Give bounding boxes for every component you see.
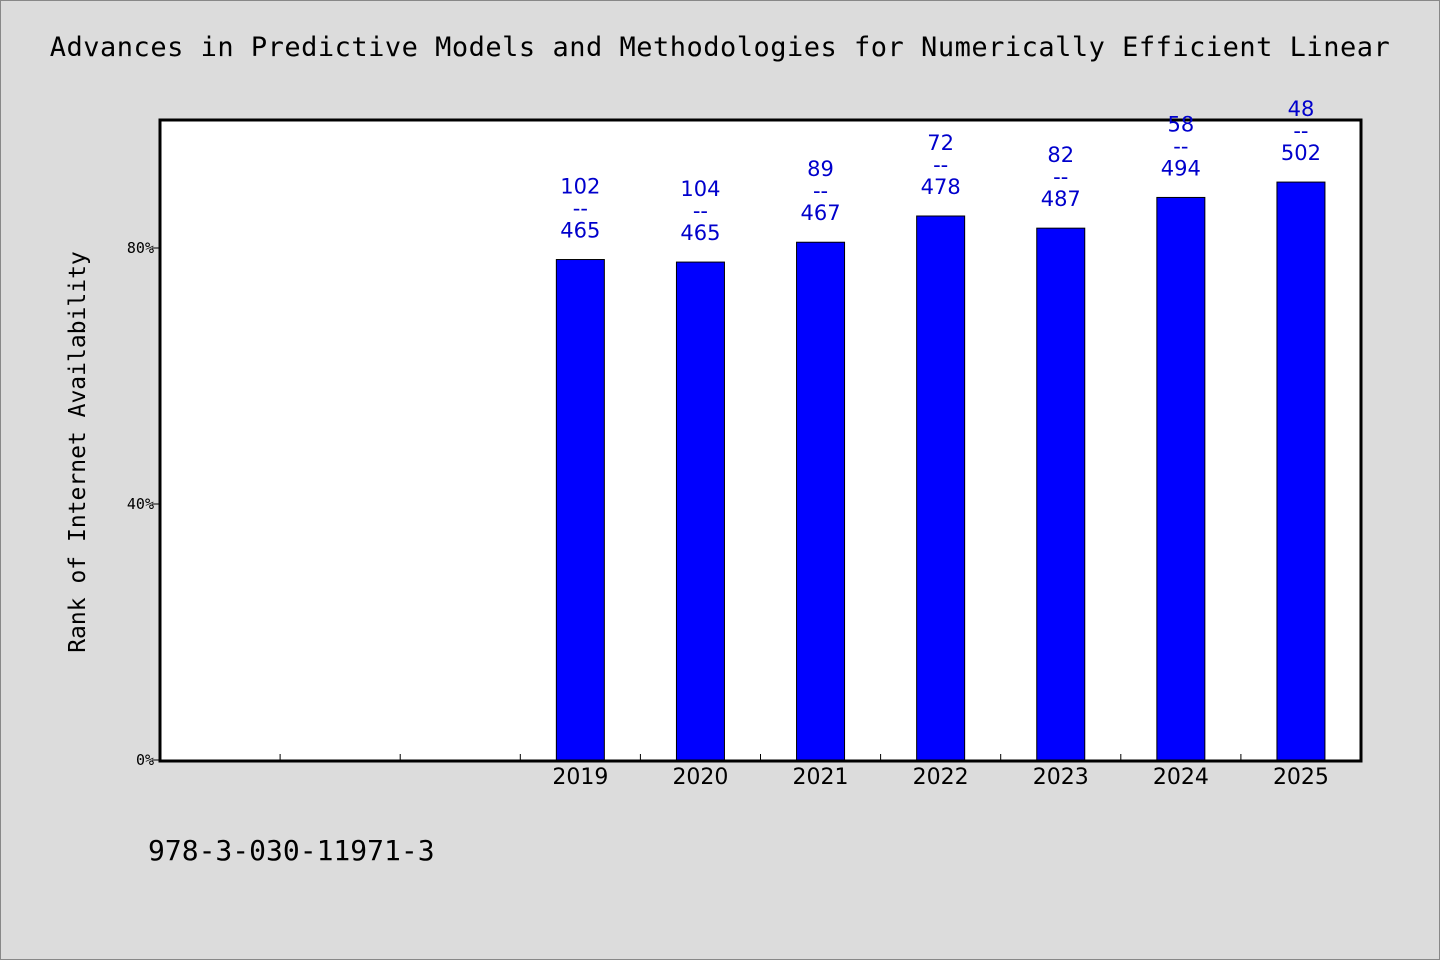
footer-isbn: 978-3-030-11971-3 (148, 834, 435, 867)
bar-data-label: 487 (1041, 187, 1081, 211)
bar (1156, 196, 1206, 761)
bar-data-label: -- (813, 179, 828, 203)
bar-data-label: 467 (801, 201, 841, 225)
chart-title: Advances in Predictive Models and Method… (49, 32, 1391, 63)
bar (1036, 227, 1086, 761)
bar-data-label: -- (573, 197, 588, 221)
bar-data-label: -- (693, 199, 708, 223)
bar-data-label: -- (1293, 119, 1308, 143)
x-tick-label: 2023 (1033, 765, 1089, 790)
x-tick-label: 2020 (672, 765, 728, 790)
bar-data-label: 48 (1288, 97, 1315, 121)
bar-data-label: -- (933, 153, 948, 177)
bar-data-label: -- (1053, 165, 1068, 189)
y-tick-label: 80% (127, 239, 154, 257)
x-tick-label: 2024 (1153, 765, 1209, 790)
bar-data-label: 58 (1167, 112, 1194, 136)
bar (675, 261, 725, 761)
bar-data-label: 478 (921, 175, 961, 199)
bar (916, 215, 966, 761)
bar-data-label: 72 (927, 131, 954, 155)
bar-data-label: 102 (560, 175, 600, 199)
bar-data-label: 465 (680, 221, 720, 245)
y-tick-label: 40% (127, 495, 154, 513)
bar (1276, 181, 1326, 761)
bar-data-label: 82 (1047, 143, 1074, 167)
x-tick-label: 2025 (1273, 765, 1329, 790)
bar-data-label: 494 (1161, 156, 1201, 180)
y-tick-label: 0% (136, 751, 154, 769)
x-tick-label: 2022 (913, 765, 969, 790)
bar-data-label: 104 (680, 177, 720, 201)
bar-data-label: 502 (1281, 141, 1321, 165)
x-tick-label: 2019 (552, 765, 608, 790)
bar (796, 241, 846, 761)
bar-data-label: 89 (807, 157, 834, 181)
bar-data-label: 465 (560, 219, 600, 243)
bar-data-label: -- (1173, 134, 1188, 158)
x-tick-label: 2021 (793, 765, 849, 790)
bar (555, 259, 605, 761)
